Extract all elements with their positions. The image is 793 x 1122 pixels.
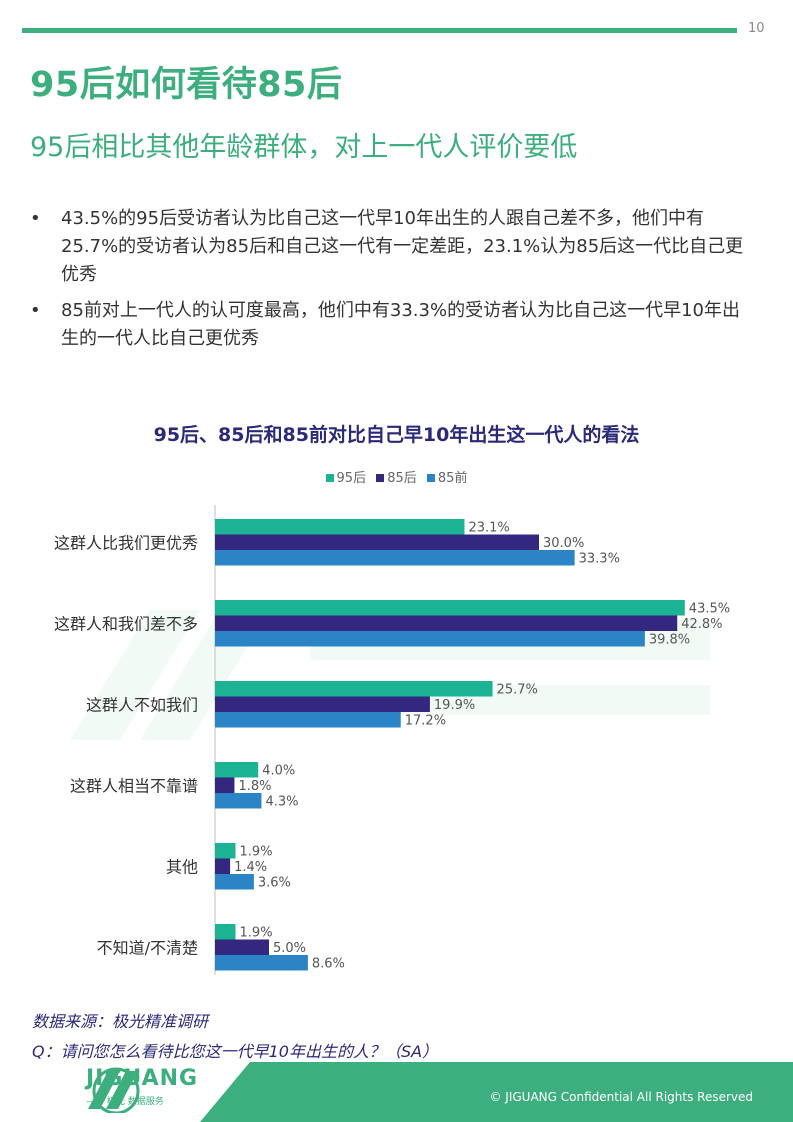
data-label: 4.0%: [262, 764, 295, 779]
bullet-text: 85前对上一代人的认可度最高，他们中有33.3%的受访者认为比自己这一代早10年…: [61, 300, 740, 349]
category-label: 这群人不如我们: [86, 695, 198, 714]
data-label: 1.8%: [238, 779, 271, 794]
page-number: 10: [748, 21, 765, 36]
category-label: 不知道/不清楚: [97, 938, 198, 957]
bullet-text: 43.5%的95后受访者认为比自己这一代早10年出生的人跟自己差不多，他们中有2…: [61, 208, 744, 285]
category-label: 这群人和我们差不多: [54, 614, 198, 633]
data-label: 42.8%: [681, 617, 722, 632]
category-label: 这群人比我们更优秀: [54, 533, 198, 552]
legend-item-pre85: 85前: [426, 467, 468, 486]
bar: [215, 843, 236, 859]
category-label: 其他: [166, 857, 198, 876]
chart-legend: 95后 85后 85前: [0, 467, 793, 486]
jiguang-logo-icon: [88, 1067, 140, 1113]
legend-swatch-pre85: [426, 474, 435, 482]
bullet-dot: •: [30, 208, 41, 229]
survey-question: Q：请问您怎么看待比您这一代早10年出生的人？（SA）: [32, 1042, 439, 1061]
data-label: 5.0%: [273, 941, 306, 956]
page-subtitle: 95后相比其他年龄群体，对上一代人评价要低: [30, 132, 578, 163]
bar: [215, 615, 678, 631]
legend-item-85: 85后: [376, 467, 417, 486]
bar-chart: 这群人比我们更优秀 23.1% 30.0%33.3% 这群人和我们差不多 43.5%42…: [54, 505, 730, 975]
logo-wordmark: JIGUANG: [86, 1066, 199, 1091]
bar: [215, 858, 231, 874]
bar: [215, 550, 575, 566]
legend-label-85: 85后: [387, 471, 417, 486]
data-label: 23.1%: [468, 521, 509, 536]
bar: [215, 712, 401, 728]
bullet-dot: •: [30, 300, 41, 321]
legend-item-95: 95后: [325, 467, 367, 486]
data-label: 33.3%: [579, 552, 620, 567]
data-label: 1.9%: [240, 926, 273, 941]
bar: [215, 924, 236, 940]
bar: [215, 519, 465, 535]
data-label: 1.4%: [234, 860, 267, 875]
bar: [215, 874, 254, 890]
bar: [215, 793, 262, 809]
bullet-item: • 85前对上一代人的认可度最高，他们中有33.3%的受访者认为比自己这一代早10…: [30, 297, 755, 353]
bar: [215, 600, 685, 616]
data-label: 17.2%: [405, 714, 446, 729]
bar: [215, 534, 539, 550]
footer-band: [0, 1062, 793, 1122]
legend-swatch-95: [325, 474, 334, 482]
page-title: 95后如何看待85后: [30, 65, 343, 105]
bar: [215, 696, 430, 712]
data-label: 25.7%: [497, 683, 538, 698]
data-label: 39.8%: [649, 633, 690, 648]
data-label: 30.0%: [543, 536, 584, 551]
data-label: 8.6%: [312, 957, 345, 972]
data-label: 1.9%: [240, 845, 273, 860]
top-rule: [22, 28, 737, 33]
copyright-notice: © JIGUANG Confidential All Rights Reserv…: [489, 1090, 753, 1104]
bar: [215, 955, 308, 971]
bar: [215, 777, 235, 793]
bullet-item: • 43.5%的95后受访者认为比自己这一代早10年出生的人跟自己差不多，他们中有…: [30, 205, 755, 289]
bar: [215, 762, 259, 778]
category-label: 这群人相当不靠谱: [70, 776, 198, 795]
bar: [215, 631, 645, 647]
data-label: 4.3%: [265, 795, 298, 810]
bullet-list: • 43.5%的95后受访者认为比自己这一代早10年出生的人跟自己差不多，他们中有…: [30, 205, 755, 361]
bar: [215, 681, 493, 697]
data-label: 43.5%: [689, 602, 730, 617]
chart-title: 95后、85后和85前对比自己早10年出生这一代人的看法: [153, 424, 640, 446]
legend-swatch-85: [376, 474, 385, 482]
legend-label-pre85: 85前: [437, 471, 468, 486]
logo-tagline: —— 极光 数据服务: [86, 1097, 164, 1107]
data-label: 3.6%: [258, 876, 291, 891]
data-source: 数据来源：极光精准调研: [32, 1012, 209, 1031]
data-label: 19.9%: [434, 698, 475, 713]
bar: [215, 939, 269, 955]
legend-label-95: 95后: [336, 471, 367, 486]
